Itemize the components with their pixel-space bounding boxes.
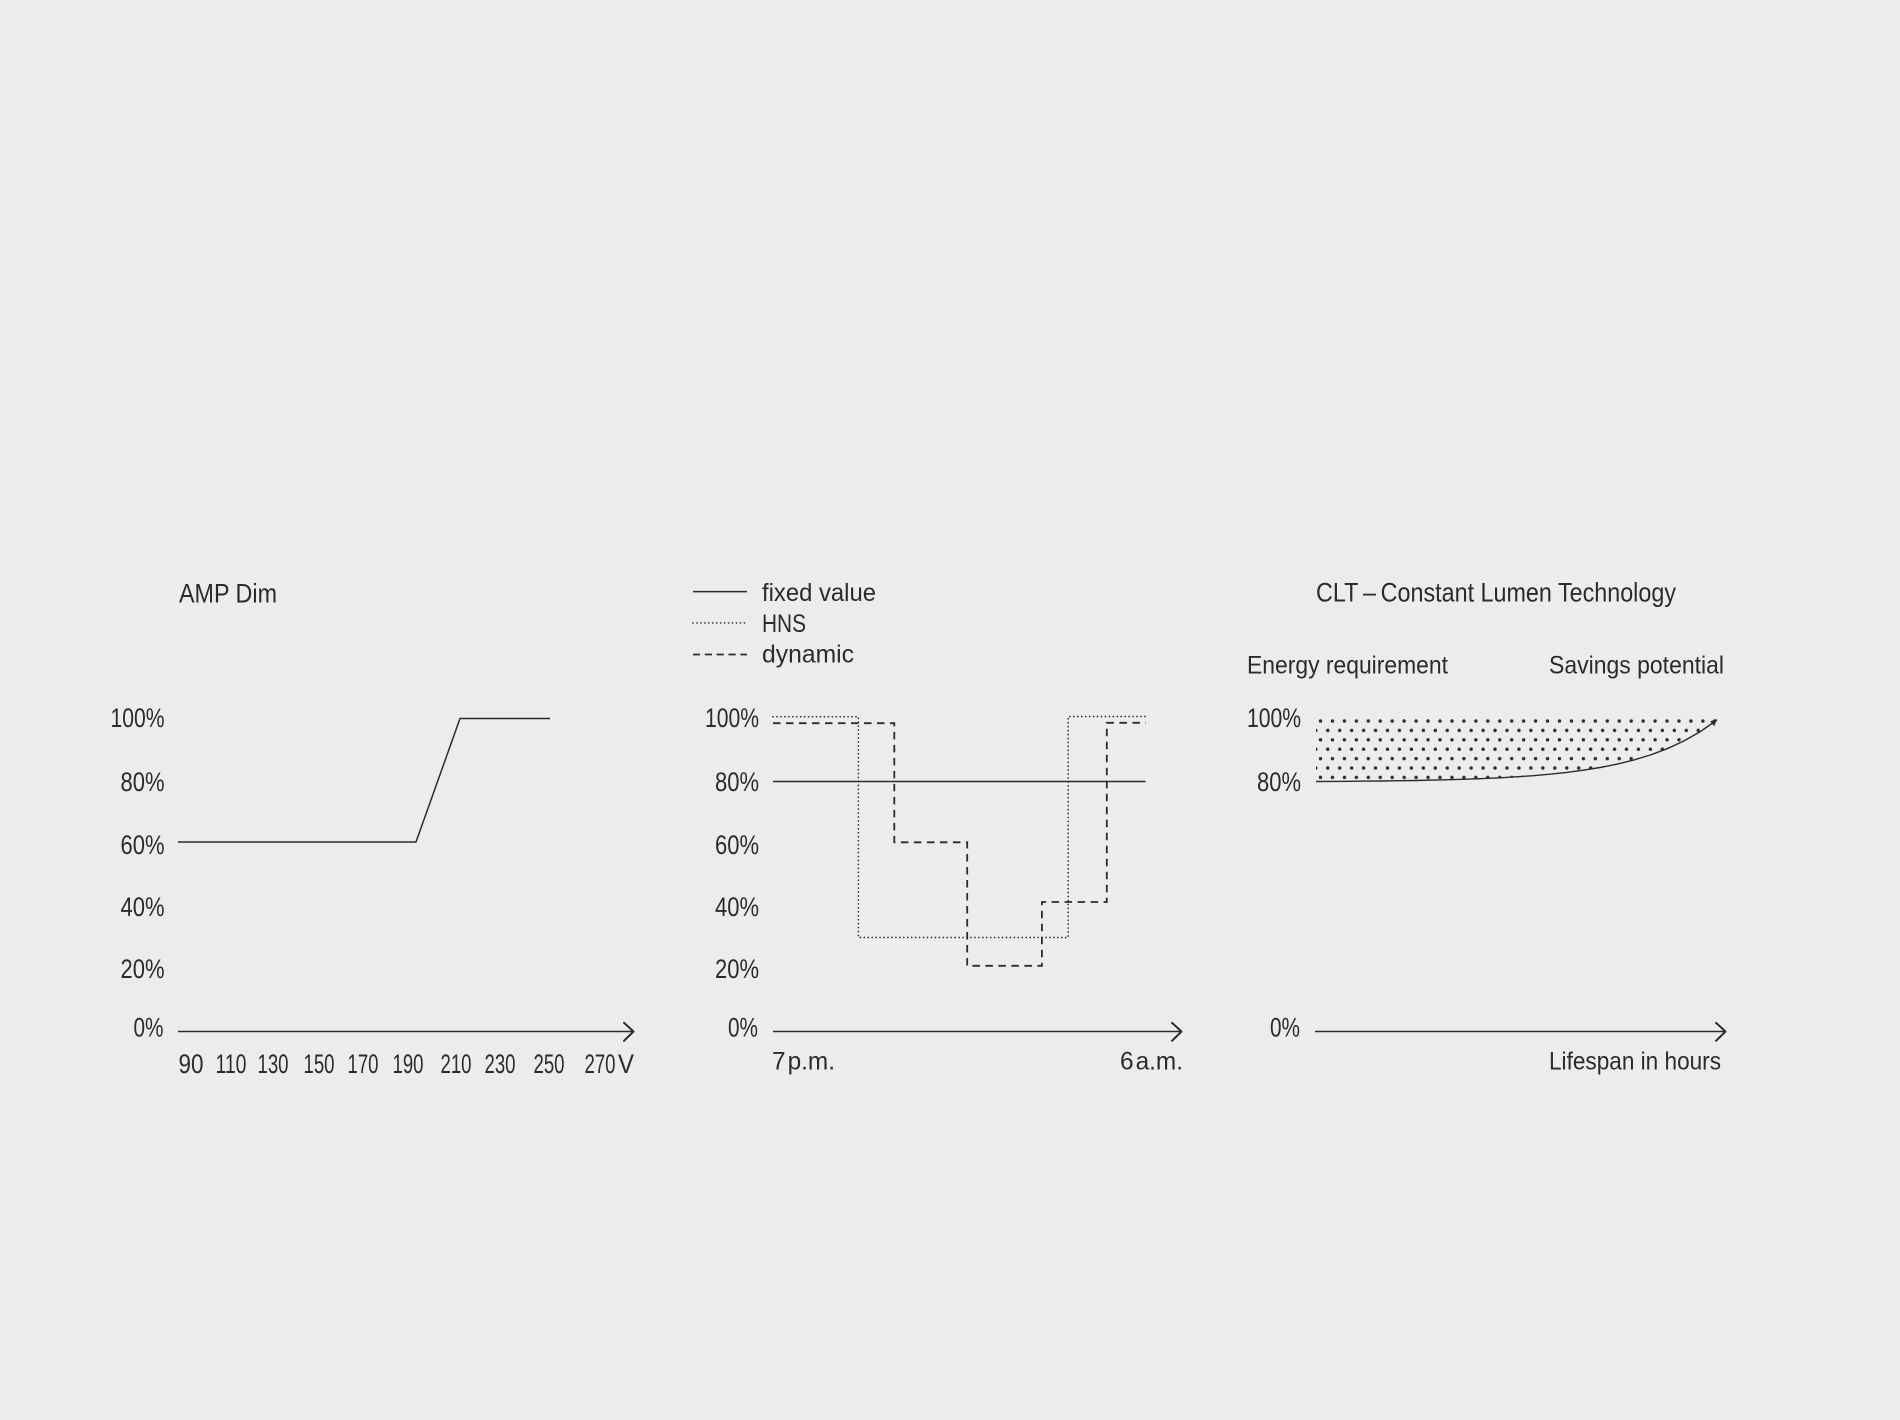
- svg-text:0%: 0%: [728, 1013, 758, 1043]
- svg-text:60%: 60%: [121, 830, 165, 860]
- svg-text:130: 130: [258, 1049, 289, 1079]
- svg-text:AMP Dim: AMP Dim: [179, 578, 277, 608]
- svg-text:170: 170: [348, 1049, 379, 1079]
- svg-text:80%: 80%: [1257, 767, 1301, 797]
- svg-text:250: 250: [534, 1049, 565, 1079]
- svg-text:6 a.m.: 6 a.m.: [1120, 1048, 1183, 1076]
- svg-text:100%: 100%: [1247, 703, 1301, 733]
- svg-text:60%: 60%: [715, 830, 759, 860]
- svg-text:90: 90: [179, 1049, 204, 1079]
- svg-text:40%: 40%: [715, 892, 759, 922]
- svg-text:230: 230: [485, 1049, 516, 1079]
- svg-text:V: V: [618, 1049, 634, 1079]
- svg-text:Savings potential: Savings potential: [1549, 652, 1724, 680]
- svg-text:210: 210: [441, 1049, 472, 1079]
- svg-text:fixed value: fixed value: [762, 579, 876, 607]
- svg-text:20%: 20%: [715, 954, 759, 984]
- svg-text:0%: 0%: [134, 1013, 164, 1043]
- svg-text:Energy requirement: Energy requirement: [1247, 652, 1448, 680]
- svg-text:Lifespan in hours: Lifespan in hours: [1549, 1048, 1721, 1076]
- svg-text:0%: 0%: [1270, 1013, 1300, 1043]
- svg-text:dynamic: dynamic: [762, 641, 854, 669]
- svg-text:HNS: HNS: [762, 610, 806, 638]
- svg-text:100%: 100%: [705, 703, 759, 733]
- svg-text:80%: 80%: [715, 767, 759, 797]
- svg-text:40%: 40%: [121, 892, 165, 922]
- svg-text:150: 150: [304, 1049, 335, 1079]
- svg-text:270: 270: [585, 1049, 616, 1079]
- svg-text:7 p.m.: 7 p.m.: [772, 1048, 835, 1076]
- svg-text:190: 190: [393, 1049, 424, 1079]
- svg-text:CLT – Constant Lumen Technolog: CLT – Constant Lumen Technology: [1316, 578, 1677, 608]
- svg-text:110: 110: [216, 1049, 247, 1079]
- svg-text:80%: 80%: [121, 767, 165, 797]
- svg-text:100%: 100%: [111, 703, 165, 733]
- svg-text:20%: 20%: [121, 954, 165, 984]
